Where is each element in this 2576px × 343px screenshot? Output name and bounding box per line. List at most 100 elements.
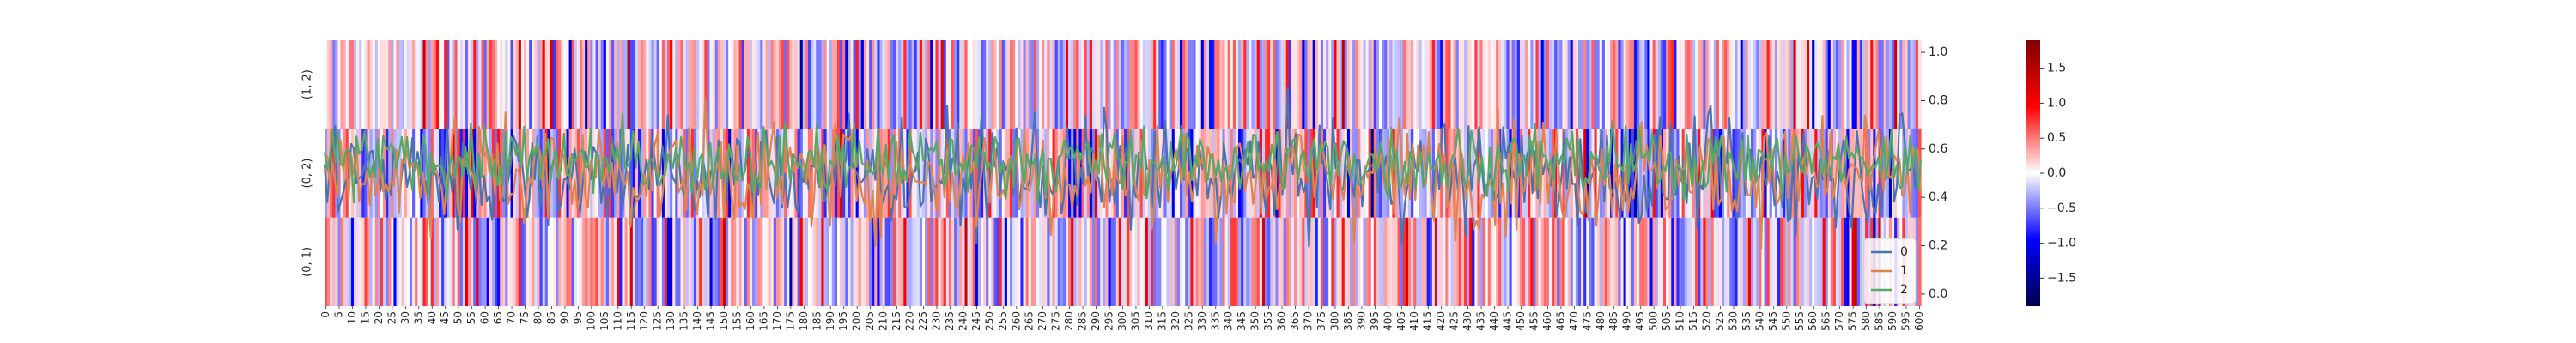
x-tick-label: 60: [479, 311, 491, 324]
heatmap-cell: [1209, 217, 1212, 306]
heatmap-cell: [1254, 217, 1258, 306]
heatmap-cell: [1097, 217, 1101, 306]
heatmap-cell: [1601, 217, 1606, 306]
heatmap-cell: [884, 40, 889, 129]
heatmap-cell: [374, 129, 379, 218]
heatmap-cell: [1341, 129, 1346, 218]
x-tick-label: 275: [1050, 311, 1062, 331]
heatmap-cell: [1331, 40, 1334, 129]
heatmap-cell: [1490, 217, 1494, 306]
heatmap-cell: [845, 40, 848, 129]
heatmap-cell: [1299, 217, 1303, 306]
heatmap-cell: [502, 40, 506, 129]
heatmap-cell: [1732, 40, 1736, 129]
heatmap-cell: [415, 40, 418, 129]
heatmap-cell: [1899, 40, 1903, 129]
heatmap-cell: [892, 217, 896, 306]
x-tick-label: 160: [744, 311, 756, 331]
heatmap-cell: [1389, 40, 1394, 129]
heatmap-cell: [1907, 40, 1911, 129]
heatmap-cell: [778, 217, 782, 306]
heatmap-cell: [1156, 217, 1159, 306]
heatmap-cell: [943, 40, 947, 129]
heatmap-cell: [1538, 217, 1542, 306]
x-tick-label: 25: [386, 311, 398, 324]
heatmap-cell: [933, 217, 937, 306]
heatmap-cell: [1015, 40, 1018, 129]
heatmap-cell: [605, 217, 610, 306]
heatmap-cell: [1150, 40, 1154, 129]
heatmap-cell: [386, 40, 389, 129]
heatmap-cell: [398, 40, 403, 129]
heatmap-cell: [1668, 40, 1672, 129]
heatmap-cell: [811, 40, 814, 129]
heatmap-cell: [1185, 129, 1188, 218]
heatmap-cell: [641, 40, 644, 129]
x-tick-label: 0: [319, 311, 331, 318]
heatmap-cell: [1246, 40, 1250, 129]
heatmap-cell: [892, 40, 896, 129]
line-series-0: [323, 87, 1922, 248]
heatmap-cell: [1695, 217, 1698, 306]
heatmap-cell: [367, 40, 371, 129]
heatmap-cell: [1405, 129, 1409, 218]
heatmap-cell: [590, 40, 594, 129]
heatmap-cell: [1751, 217, 1754, 306]
heatmap-cell: [1411, 40, 1414, 129]
heatmap-cell: [962, 40, 966, 129]
heatmap-cell: [532, 217, 535, 306]
heatmap-cell: [1554, 129, 1558, 218]
x-tick-label: 570: [1833, 311, 1845, 331]
heatmap-cell: [520, 40, 525, 129]
heatmap-cell: [1156, 40, 1159, 129]
heatmap-cell: [359, 129, 362, 218]
heatmap-cell: [1615, 129, 1619, 218]
heatmap-cell: [1251, 217, 1255, 306]
heatmap-cell: [901, 40, 904, 129]
heatmap-cell: [348, 217, 352, 306]
x-tick-label: 360: [1276, 311, 1288, 331]
heatmap-cell: [1100, 217, 1103, 306]
heatmap-cell: [1443, 217, 1446, 306]
heatmap-cell: [515, 129, 519, 218]
heatmap-cell: [1724, 217, 1728, 306]
x-tick-label: 45: [439, 311, 451, 324]
heatmap-cell: [1562, 40, 1566, 129]
heatmap-cell: [1108, 217, 1112, 306]
right-axis-tick-label: 0.0: [1929, 287, 1947, 301]
heatmap-cell: [935, 217, 939, 306]
heatmap-cell: [1344, 40, 1348, 129]
heatmap-cell: [471, 40, 474, 129]
heatmap-cell: [714, 217, 719, 306]
heatmap-cell: [1378, 40, 1382, 129]
heatmap-cell: [1161, 40, 1165, 129]
heatmap-cell: [1498, 217, 1502, 306]
heatmap-cell: [1209, 40, 1212, 129]
heatmap-cell: [853, 217, 857, 306]
heatmap-cell: [1788, 217, 1792, 306]
heatmap-cell: [619, 40, 623, 129]
heatmap-cell: [967, 40, 971, 129]
heatmap-cell: [1028, 217, 1032, 306]
heatmap-cell: [1145, 217, 1149, 306]
heatmap-cell: [1764, 217, 1768, 306]
heatmap-cell: [1618, 217, 1622, 306]
x-tick-label: 540: [1753, 311, 1765, 331]
heatmap-cell: [1461, 217, 1465, 306]
heatmap-cell: [1142, 129, 1146, 218]
heatmap-cell: [635, 40, 639, 129]
heatmap-cell: [568, 217, 573, 306]
heatmap-cell: [1068, 217, 1072, 306]
x-tick-label: 230: [930, 311, 942, 331]
heatmap-cell: [1692, 40, 1696, 129]
heatmap-cell: [433, 40, 437, 129]
heatmap-cell: [784, 129, 787, 218]
heatmap-cell: [1485, 129, 1489, 218]
heatmap-cell: [1572, 217, 1577, 306]
heatmap-cell: [1416, 129, 1419, 218]
heatmap-cell: [386, 129, 389, 218]
heatmap-cell: [1312, 217, 1316, 306]
heatmap-cell: [1586, 129, 1589, 218]
heatmap-cell: [1849, 217, 1853, 306]
heatmap-cell: [1291, 40, 1295, 129]
